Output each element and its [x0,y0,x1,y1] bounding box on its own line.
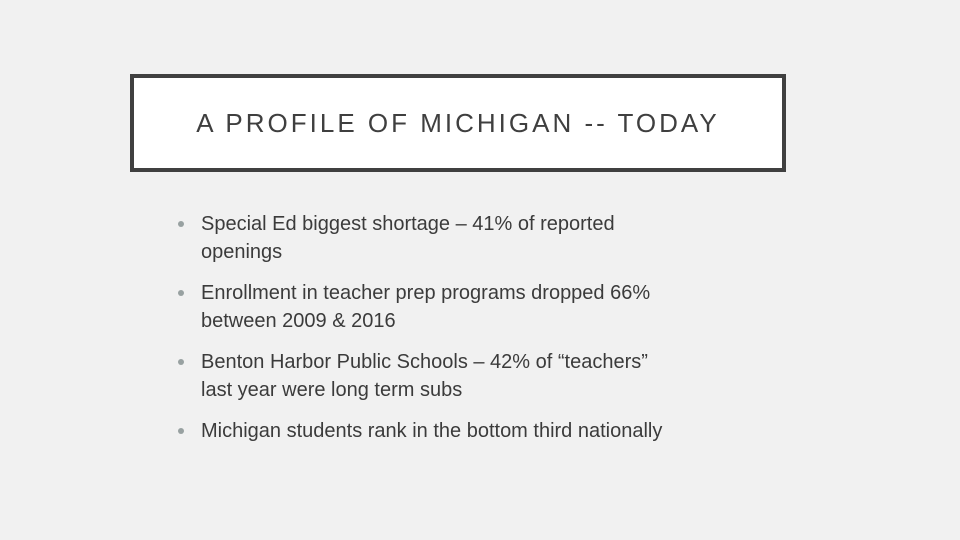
bullet-dot-icon [178,290,184,296]
bullet-list: Special Ed biggest shortage – 41% of rep… [178,210,788,458]
bullet-text: Benton Harbor Public Schools – 42% of “t… [201,351,648,401]
bullet-dot-icon [178,221,184,227]
bullet-item: Enrollment in teacher prep programs drop… [178,279,788,335]
slide-title: A PROFILE OF MICHIGAN -- TODAY [196,107,720,138]
bullet-item: Special Ed biggest shortage – 41% of rep… [178,210,788,266]
slide-title-box: A PROFILE OF MICHIGAN -- TODAY [130,74,786,172]
bullet-text: Enrollment in teacher prep programs drop… [201,282,651,332]
bullet-dot-icon [178,359,184,365]
bullet-text: Michigan students rank in the bottom thi… [201,420,663,442]
bullet-dot-icon [178,428,184,434]
bullet-item: Michigan students rank in the bottom thi… [178,417,788,445]
bullet-item: Benton Harbor Public Schools – 42% of “t… [178,348,788,404]
bullet-text: Special Ed biggest shortage – 41% of rep… [201,213,615,263]
